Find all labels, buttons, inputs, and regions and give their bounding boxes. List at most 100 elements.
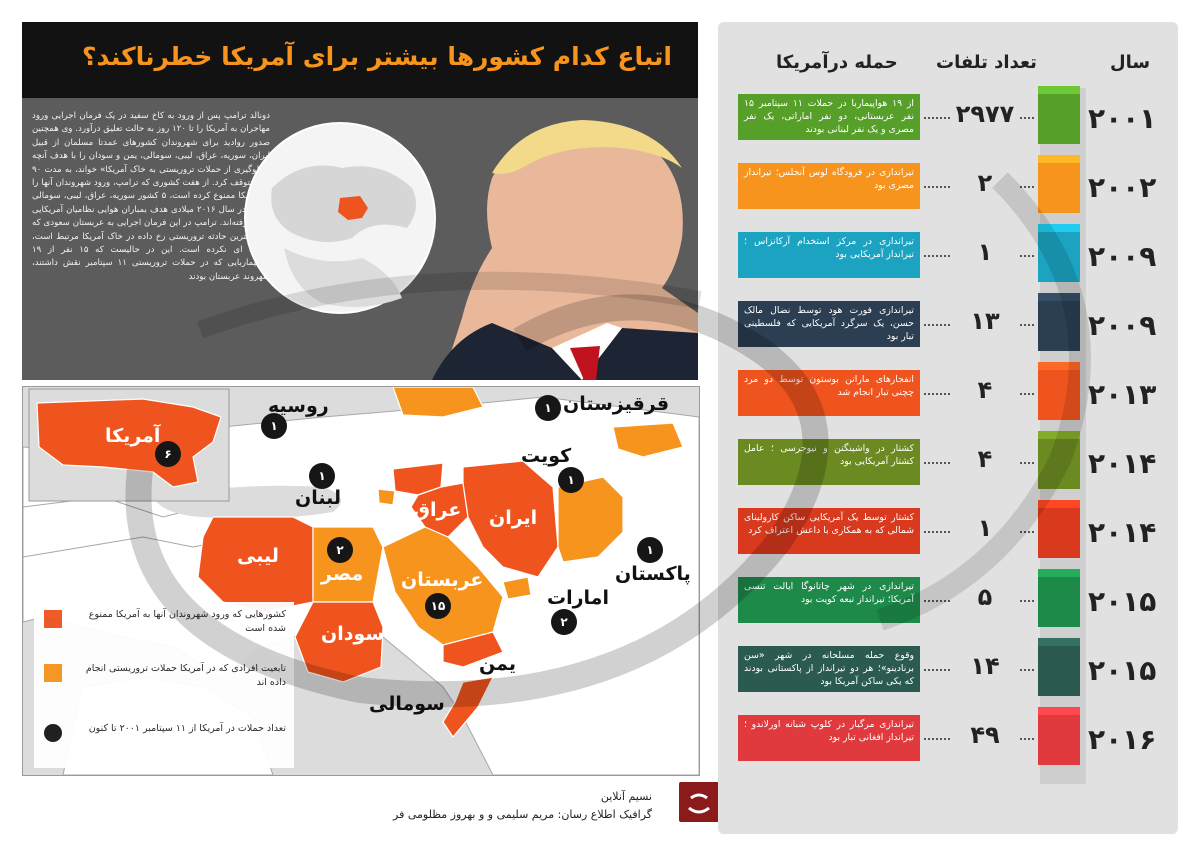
- nasim-logo-icon: [679, 782, 719, 822]
- legend-item-banned: کشورهایی که ورود شهروندان آنها به آمریکا…: [40, 608, 290, 648]
- page-title: اتباع کدام کشورها بیشتر برای آمریکا خطرن…: [82, 42, 672, 71]
- timeline-cube: [1038, 224, 1080, 282]
- timeline-cube: [1038, 638, 1080, 696]
- label-russia: روسیه: [268, 395, 329, 417]
- timeline-cube: [1038, 500, 1080, 558]
- legend-item-count: تعداد حملات در آمریکا از ۱۱ سپتامبر ۲۰۰۱…: [40, 722, 290, 762]
- legend-swatch-count: [44, 724, 62, 742]
- attack-year: ۲۰۱۶: [1088, 723, 1157, 756]
- label-usa: آمریکا: [105, 425, 161, 447]
- timeline-cube: [1038, 362, 1080, 420]
- label-iraq: عراق: [413, 499, 462, 521]
- attack-description: تیراندازی فورت هود توسط نضال مالک حسن، ی…: [738, 301, 920, 347]
- label-kuwait: کویت: [521, 445, 572, 467]
- attack-description: تیراندازی در شهر چاتانوگا ایالت تنسی آمر…: [738, 577, 920, 623]
- casualty-count: ۲۹۷۷: [950, 100, 1020, 128]
- attack-year: ۲۰۱۴: [1088, 447, 1157, 480]
- timeline-cube: [1038, 569, 1080, 627]
- russia-shape: [392, 387, 484, 418]
- iran-shape: [462, 460, 559, 578]
- tie-icon: [570, 346, 600, 380]
- casualty-count: ۱۳: [950, 307, 1020, 335]
- timeline-cube: [1038, 431, 1080, 489]
- attack-description: کشتار در واشینگتن و نیوجرسی ؛ عامل کشتار…: [738, 439, 920, 485]
- count-kuwait: ۱: [558, 467, 584, 493]
- attack-description: انفجارهای ماراتن بوستون توسط دو مرد چچنی…: [738, 370, 920, 416]
- attack-year: ۲۰۰۲: [1088, 171, 1157, 204]
- legend-text-attackers: تابعیت افرادی که در آمریکا حملات تروریست…: [85, 663, 286, 688]
- attack-year: ۲۰۱۵: [1088, 585, 1157, 618]
- legend-text-banned: کشورهایی که ورود شهروندان آنها به آمریکا…: [88, 609, 286, 634]
- count-saudi-arabia: ۱۵: [425, 593, 451, 619]
- legend-text-count: تعداد حملات در آمریکا از ۱۱ سپتامبر ۲۰۰۱…: [88, 723, 286, 734]
- casualty-count: ۵: [950, 583, 1020, 611]
- pakistan-shape: [557, 476, 624, 563]
- timeline-cube: [1038, 293, 1080, 351]
- casualty-count: ۴: [950, 445, 1020, 473]
- label-lebanon: لبنان: [295, 487, 341, 509]
- kyrgyzstan-shape: [612, 422, 684, 458]
- label-syria: سوریه: [353, 443, 414, 465]
- credit-designers: گرافیک اطلاع رسان: مریم سلیمی و و بهروز …: [393, 808, 652, 821]
- uae-shape: [502, 576, 532, 600]
- label-yemen: یمن: [479, 653, 516, 675]
- count-lebanon: ۱: [309, 463, 335, 489]
- casualty-count: ۱۴: [950, 652, 1020, 680]
- count-usa: ۶: [155, 441, 181, 467]
- timeline-panel: سال تعداد تلفات حمله درآمریکا از ۱۹ هواپ…: [718, 22, 1178, 834]
- timeline-cube: [1038, 155, 1080, 213]
- header-attack: حمله درآمریکا: [776, 52, 898, 73]
- count-russia: ۱: [261, 413, 287, 439]
- sudan-shape: [294, 601, 384, 683]
- casualty-count: ۴: [950, 376, 1020, 404]
- header-casualties: تعداد تلفات: [936, 52, 1037, 73]
- attack-description: وقوع حمله مسلحانه در شهر «سن برنادینو»؛ …: [738, 646, 920, 692]
- attack-year: ۲۰۰۱: [1088, 102, 1157, 135]
- casualty-count: ۱: [950, 514, 1020, 542]
- yemen-shape: [442, 631, 504, 668]
- label-sudan: سودان: [321, 623, 385, 645]
- globe-and-portrait-illustration: [244, 120, 698, 380]
- timeline-cube: [1038, 707, 1080, 765]
- casualty-count: ۲: [950, 169, 1020, 197]
- timeline-cube: [1038, 86, 1080, 144]
- attack-year: ۲۰۱۵: [1088, 654, 1157, 687]
- legend-item-attackers: تابعیت افرادی که در آمریکا حملات تروریست…: [40, 662, 290, 702]
- photo-panel: دونالد ترامپ پس از ورود به کاخ سفید در ی…: [22, 98, 698, 380]
- attack-year: ۲۰۰۹: [1088, 309, 1157, 342]
- attack-description: تیراندازی در فرودگاه لوس آنجلس؛ تیرانداز…: [738, 163, 920, 209]
- label-uae: امارات: [547, 587, 609, 609]
- attack-description: تیراندازی مرگبار در کلوپ شبانه اورلاندو …: [738, 715, 920, 761]
- lebanon-shape: [377, 488, 396, 506]
- casualty-count: ۱: [950, 238, 1020, 266]
- casualty-count: ۴۹: [950, 721, 1020, 749]
- legend-swatch-banned: [44, 610, 62, 628]
- label-pakistan: پاکستان: [615, 563, 691, 585]
- count-pakistan: ۱: [637, 537, 663, 563]
- iraq-shape: [410, 482, 469, 538]
- intro-text: دونالد ترامپ پس از ورود به کاخ سفید در ی…: [32, 111, 270, 282]
- label-somalia: سومالی: [369, 693, 445, 715]
- title-bar: اتباع کدام کشورها بیشتر برای آمریکا خطرن…: [22, 22, 698, 98]
- label-kyrgyzstan: قرقیزستان: [563, 393, 670, 415]
- label-egypt: مصر: [321, 563, 364, 585]
- count-kyrgyzstan: ۱: [535, 395, 561, 421]
- credits: نسیم آنلاین گرافیک اطلاع رسان: مریم سلیم…: [22, 776, 719, 836]
- header-year: سال: [1110, 52, 1151, 73]
- label-libya: لیبی: [237, 545, 279, 567]
- usa-shape: [36, 398, 222, 488]
- attack-description: از ۱۹ هواپیماربا در حملات ۱۱ سپتامبر ۱۵ …: [738, 94, 920, 140]
- legend-swatch-attackers: [44, 664, 62, 682]
- attack-year: ۲۰۰۹: [1088, 240, 1157, 273]
- count-egypt: ۲: [327, 537, 353, 563]
- label-saudi-arabia: عربستان: [401, 569, 484, 591]
- saudi-arabia-shape: [382, 526, 504, 646]
- attack-year: ۲۰۱۳: [1088, 378, 1157, 411]
- count-uae: ۲: [551, 609, 577, 635]
- credit-publisher: نسیم آنلاین: [600, 790, 652, 803]
- somalia-shape: [442, 676, 495, 739]
- map-legend: کشورهایی که ورود شهروندان آنها به آمریکا…: [34, 602, 294, 768]
- iran-highlight: [338, 196, 368, 220]
- attack-description: تیراندازی در مرکز استخدام آرکانزاس ؛ تیر…: [738, 232, 920, 278]
- label-iran: ایران: [489, 507, 538, 529]
